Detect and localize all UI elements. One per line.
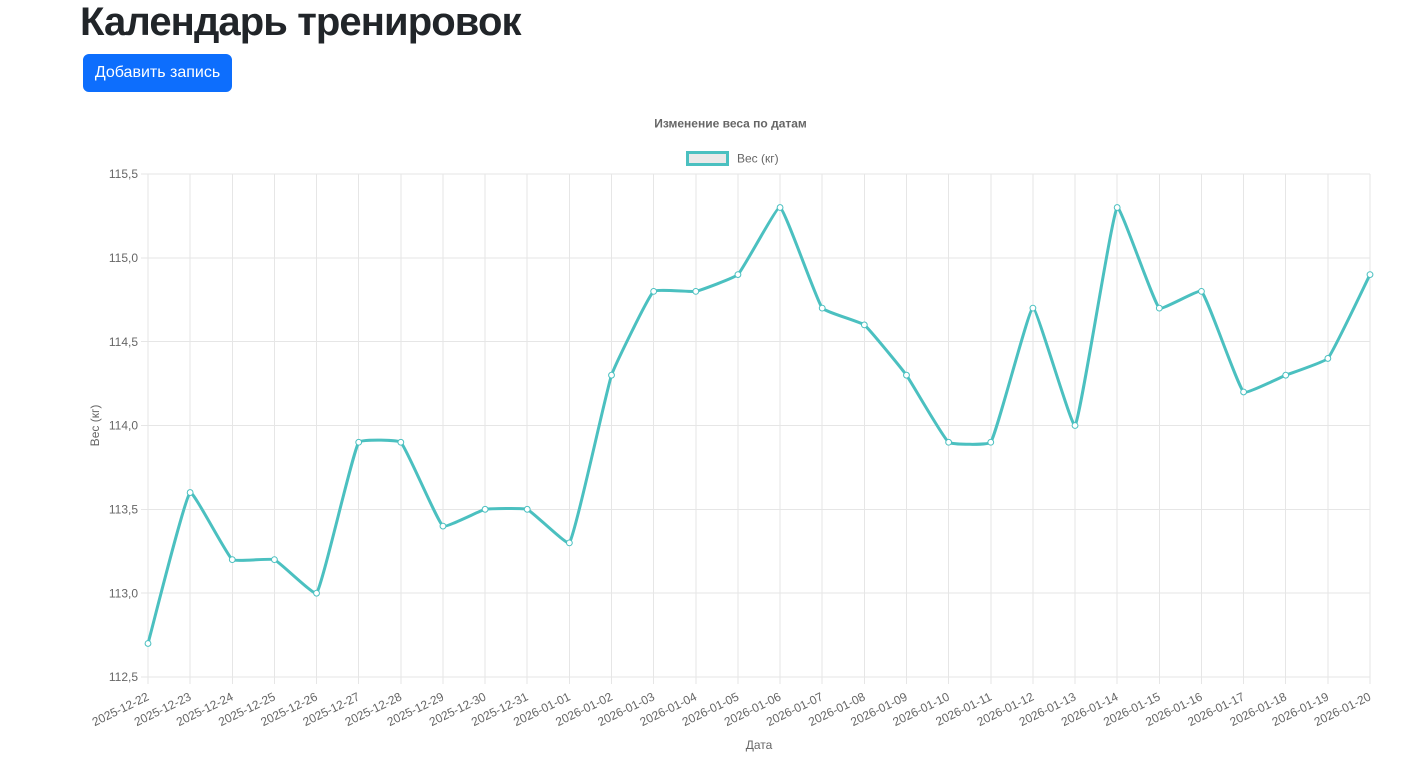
svg-text:Вес (кг): Вес (кг)	[737, 152, 779, 166]
svg-text:115,0: 115,0	[109, 251, 138, 265]
svg-text:114,5: 114,5	[109, 335, 138, 349]
svg-text:Дата: Дата	[746, 738, 773, 752]
svg-text:112,5: 112,5	[109, 670, 138, 684]
svg-text:113,0: 113,0	[109, 586, 138, 600]
svg-text:115,5: 115,5	[109, 167, 138, 181]
svg-text:114,0: 114,0	[109, 419, 138, 433]
svg-text:113,5: 113,5	[109, 503, 138, 517]
svg-text:Вес (кг): Вес (кг)	[88, 405, 102, 447]
svg-text:Изменение веса по датам: Изменение веса по датам	[654, 117, 807, 131]
